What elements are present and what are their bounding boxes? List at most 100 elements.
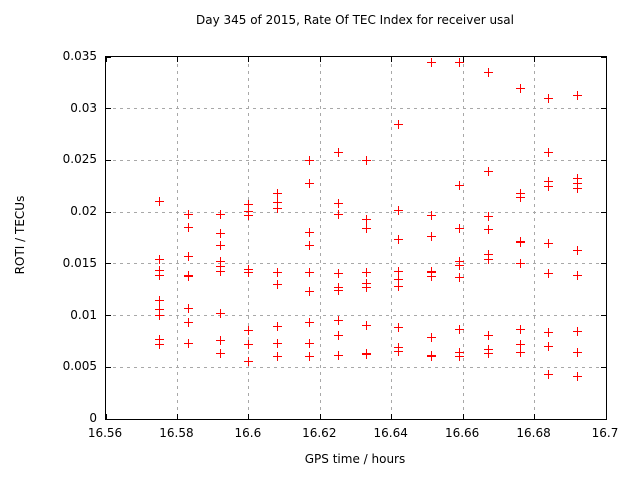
data-point-marker — [483, 349, 493, 359]
data-point-marker — [515, 237, 525, 247]
y-tick-right — [601, 108, 606, 110]
chart-title: Day 345 of 2015, Rate Of TEC Index for r… — [195, 13, 514, 27]
data-point-marker — [483, 68, 493, 77]
x-axis-label: GPS time / hours — [304, 452, 406, 466]
data-point-marker — [362, 350, 372, 360]
data-point-marker — [333, 147, 343, 157]
data-point-marker — [244, 340, 254, 350]
data-point-marker — [572, 173, 582, 183]
y-tick-label: 0.03 — [70, 100, 97, 115]
data-point-marker — [544, 342, 554, 352]
x-tick-label: 16.58 — [159, 426, 194, 440]
y-tick-label: 0 — [89, 411, 97, 425]
x-tick-top — [319, 57, 321, 62]
data-point-marker — [515, 324, 525, 334]
data-point-marker — [215, 309, 225, 318]
data-point-marker — [426, 232, 436, 242]
x-tick-label: 16.68 — [516, 426, 551, 440]
x-tick-bottom — [534, 414, 536, 419]
data-point-marker — [362, 214, 372, 224]
data-point-marker — [244, 267, 254, 277]
data-point-marker — [155, 295, 165, 305]
data-point-marker — [572, 270, 582, 280]
x-tick-bottom — [176, 414, 178, 419]
data-point-marker — [544, 327, 554, 337]
data-point-marker — [183, 223, 193, 233]
data-point-marker — [515, 83, 525, 93]
data-point-marker — [244, 200, 254, 210]
data-point-marker — [455, 180, 465, 190]
x-tick-label: 16.7 — [591, 426, 619, 440]
data-point-marker — [155, 197, 165, 207]
data-point-marker — [394, 234, 404, 244]
data-point-marker — [362, 283, 372, 293]
data-point-marker — [305, 352, 315, 362]
data-point-marker — [362, 224, 372, 234]
y-tick-left — [106, 56, 111, 58]
x-tick-label: 16.62 — [302, 426, 337, 440]
data-point-marker — [515, 193, 525, 203]
data-point-marker — [572, 245, 582, 255]
data-point-marker — [483, 255, 493, 265]
y-gridline — [106, 366, 606, 368]
data-point-marker — [483, 330, 493, 340]
x-tick-top — [605, 57, 607, 62]
data-point-marker — [244, 325, 254, 335]
data-point-marker — [483, 225, 493, 235]
data-point-marker — [155, 304, 165, 314]
data-point-marker — [272, 189, 282, 199]
data-point-marker — [215, 266, 225, 276]
x-tick-bottom — [105, 414, 107, 419]
data-point-marker — [572, 348, 582, 358]
y-tick-label: 0.02 — [70, 204, 97, 219]
data-point-marker — [394, 282, 404, 292]
data-point-marker — [455, 272, 465, 282]
plot-area — [105, 56, 607, 420]
y-tick-label: 0.01 — [70, 307, 97, 322]
y-tick-label: 0.005 — [62, 359, 97, 374]
y-tick-left — [106, 263, 111, 265]
y-tick-right — [601, 56, 606, 58]
x-gridline — [391, 57, 393, 419]
data-point-marker — [272, 198, 282, 208]
x-tick-top — [248, 57, 250, 62]
data-point-marker — [544, 181, 554, 191]
data-point-marker — [394, 205, 404, 215]
y-tick-left — [106, 315, 111, 317]
data-point-marker — [455, 261, 465, 271]
data-point-marker — [215, 240, 225, 250]
y-gridline — [106, 211, 606, 213]
x-tick-top — [534, 57, 536, 62]
y-tick-right — [601, 159, 606, 161]
x-tick-label: 16.66 — [444, 426, 480, 440]
data-point-marker — [215, 209, 225, 219]
data-point-marker — [155, 334, 165, 344]
data-point-marker — [333, 209, 343, 219]
y-tick-left — [106, 418, 111, 420]
x-tick-label: 16.64 — [373, 426, 408, 440]
data-point-marker — [244, 356, 254, 366]
data-point-marker — [333, 330, 343, 340]
data-point-marker — [155, 311, 165, 321]
data-point-marker — [572, 178, 582, 188]
data-point-marker — [305, 178, 315, 188]
data-point-marker — [515, 348, 525, 358]
data-point-marker — [426, 271, 436, 281]
x-tick-top — [391, 57, 393, 62]
data-point-marker — [215, 257, 225, 267]
y-tick-right — [601, 315, 606, 317]
data-point-marker — [426, 332, 436, 342]
y-gridline — [106, 108, 606, 110]
data-point-marker — [244, 210, 254, 220]
data-point-marker — [272, 203, 282, 213]
x-tick-bottom — [391, 414, 393, 419]
data-point-marker — [305, 318, 315, 328]
data-point-marker — [305, 228, 315, 238]
x-tick-label: 16.6 — [234, 426, 262, 440]
data-point-marker — [426, 352, 436, 362]
data-point-marker — [272, 280, 282, 290]
data-point-marker — [305, 267, 315, 277]
data-point-marker — [305, 287, 315, 297]
y-tick-right — [601, 263, 606, 265]
